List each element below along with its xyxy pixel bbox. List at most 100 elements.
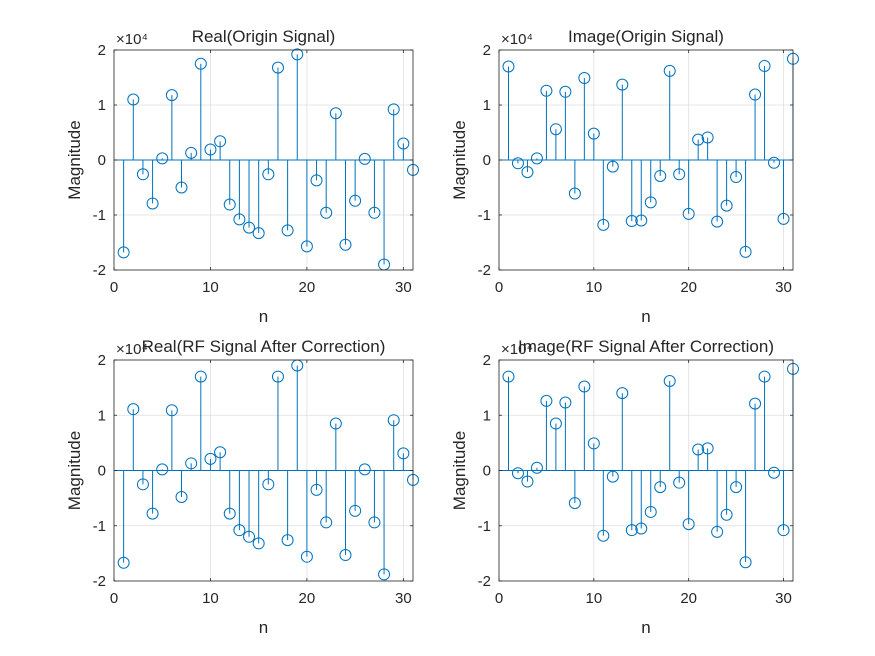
axes-exponent-label: ×10⁴ bbox=[501, 341, 533, 358]
stem-marker bbox=[214, 135, 227, 148]
axes-exponent-label: ×10⁴ bbox=[116, 341, 148, 358]
stem-marker bbox=[387, 103, 400, 116]
stem-marker bbox=[233, 524, 246, 537]
stem-marker bbox=[701, 442, 714, 455]
stem-marker bbox=[175, 491, 188, 504]
x-tick-label: 30 bbox=[775, 279, 792, 296]
stem-marker bbox=[549, 123, 562, 136]
y-tick-label: -2 bbox=[93, 262, 106, 279]
stem-marker bbox=[587, 437, 600, 450]
stem-marker bbox=[262, 168, 275, 181]
stem-marker bbox=[682, 207, 695, 220]
stem-marker bbox=[692, 133, 705, 146]
stem-marker bbox=[281, 534, 294, 547]
stem-marker bbox=[673, 476, 686, 489]
stem-marker bbox=[223, 507, 236, 520]
stem-marker bbox=[749, 397, 762, 410]
y-tick-label: 2 bbox=[483, 42, 491, 59]
stem-marker bbox=[291, 48, 304, 61]
stem-marker bbox=[635, 522, 648, 535]
y-tick-label: 1 bbox=[98, 407, 106, 424]
stems-layer bbox=[117, 48, 419, 271]
x-tick-label: 10 bbox=[202, 590, 219, 607]
stem-marker bbox=[625, 524, 638, 537]
stem-marker bbox=[339, 549, 352, 562]
stem-marker bbox=[597, 529, 610, 542]
x-axis-label: n bbox=[641, 307, 650, 326]
stem-marker bbox=[214, 446, 227, 459]
stem-marker bbox=[204, 452, 217, 465]
stem-marker bbox=[597, 218, 610, 231]
y-tick-label: -1 bbox=[478, 518, 491, 535]
stem-marker bbox=[758, 59, 771, 72]
stem-marker bbox=[777, 212, 790, 225]
stem-marker bbox=[749, 88, 762, 101]
axes-title: Real(Origin Signal) bbox=[192, 27, 336, 46]
stem-marker bbox=[663, 64, 676, 77]
stem-marker bbox=[146, 197, 159, 210]
stems-layer bbox=[502, 52, 799, 258]
y-axis-label: Magnitude bbox=[450, 431, 469, 510]
stem-marker bbox=[117, 556, 130, 569]
stem-marker bbox=[739, 556, 752, 569]
ticks-layer: 0 10 20 30 -2 -1 0 1 2 bbox=[93, 42, 414, 296]
stem-marker bbox=[349, 504, 362, 517]
stem-marker bbox=[644, 196, 657, 209]
y-axis-label: Magnitude bbox=[65, 431, 84, 510]
stem-marker bbox=[243, 221, 256, 234]
stem-marker bbox=[644, 505, 657, 518]
stem-marker bbox=[175, 181, 188, 194]
stem-marker bbox=[185, 457, 198, 470]
stem-marker bbox=[530, 152, 543, 165]
stem-marker bbox=[711, 525, 724, 538]
stem-marker bbox=[117, 246, 130, 259]
stem-marker bbox=[329, 417, 342, 430]
y-tick-label: -2 bbox=[478, 262, 491, 279]
stem-marker bbox=[271, 61, 284, 74]
stem-marker bbox=[368, 516, 381, 529]
stem-marker bbox=[616, 387, 629, 400]
y-axis-label: Magnitude bbox=[65, 120, 84, 199]
stem-marker bbox=[568, 497, 581, 510]
stem-marker bbox=[243, 530, 256, 543]
stem-marker bbox=[654, 481, 667, 494]
stem-marker bbox=[511, 467, 524, 480]
stem-marker bbox=[720, 199, 733, 212]
stem-marker bbox=[616, 78, 629, 91]
y-tick-label: -2 bbox=[478, 573, 491, 590]
stem-marker bbox=[397, 447, 410, 460]
stem-marker bbox=[349, 194, 362, 207]
stem-marker bbox=[339, 238, 352, 251]
x-tick-label: 0 bbox=[495, 590, 503, 607]
x-tick-label: 10 bbox=[585, 590, 602, 607]
stem-marker bbox=[329, 107, 342, 120]
stem-marker bbox=[768, 156, 781, 169]
stem-marker bbox=[358, 152, 371, 165]
x-tick-label: 30 bbox=[395, 590, 412, 607]
stem-marker bbox=[549, 417, 562, 430]
axes-exponent-label: ×10⁴ bbox=[116, 31, 148, 48]
stem-marker bbox=[673, 168, 686, 181]
stem-marker bbox=[233, 213, 246, 226]
stem-marker bbox=[758, 370, 771, 383]
stem-marker bbox=[578, 72, 591, 85]
stem-marker bbox=[300, 240, 313, 253]
stem-marker bbox=[156, 463, 169, 476]
y-tick-label: 0 bbox=[483, 152, 491, 169]
y-tick-label: 1 bbox=[483, 97, 491, 114]
stem-marker bbox=[194, 370, 207, 383]
x-axis-label: n bbox=[641, 618, 650, 637]
x-tick-label: 10 bbox=[585, 279, 602, 296]
x-tick-label: 20 bbox=[680, 590, 697, 607]
stem-marker bbox=[540, 84, 553, 97]
stem-marker bbox=[739, 245, 752, 258]
y-tick-label: 0 bbox=[98, 152, 106, 169]
stem-marker bbox=[730, 481, 743, 494]
stem-marker bbox=[397, 137, 410, 150]
stem-marker bbox=[606, 160, 619, 173]
plot-area bbox=[498, 359, 793, 582]
y-tick-label: -1 bbox=[478, 207, 491, 224]
y-tick-label: 2 bbox=[483, 352, 491, 369]
stem-marker bbox=[768, 466, 781, 479]
